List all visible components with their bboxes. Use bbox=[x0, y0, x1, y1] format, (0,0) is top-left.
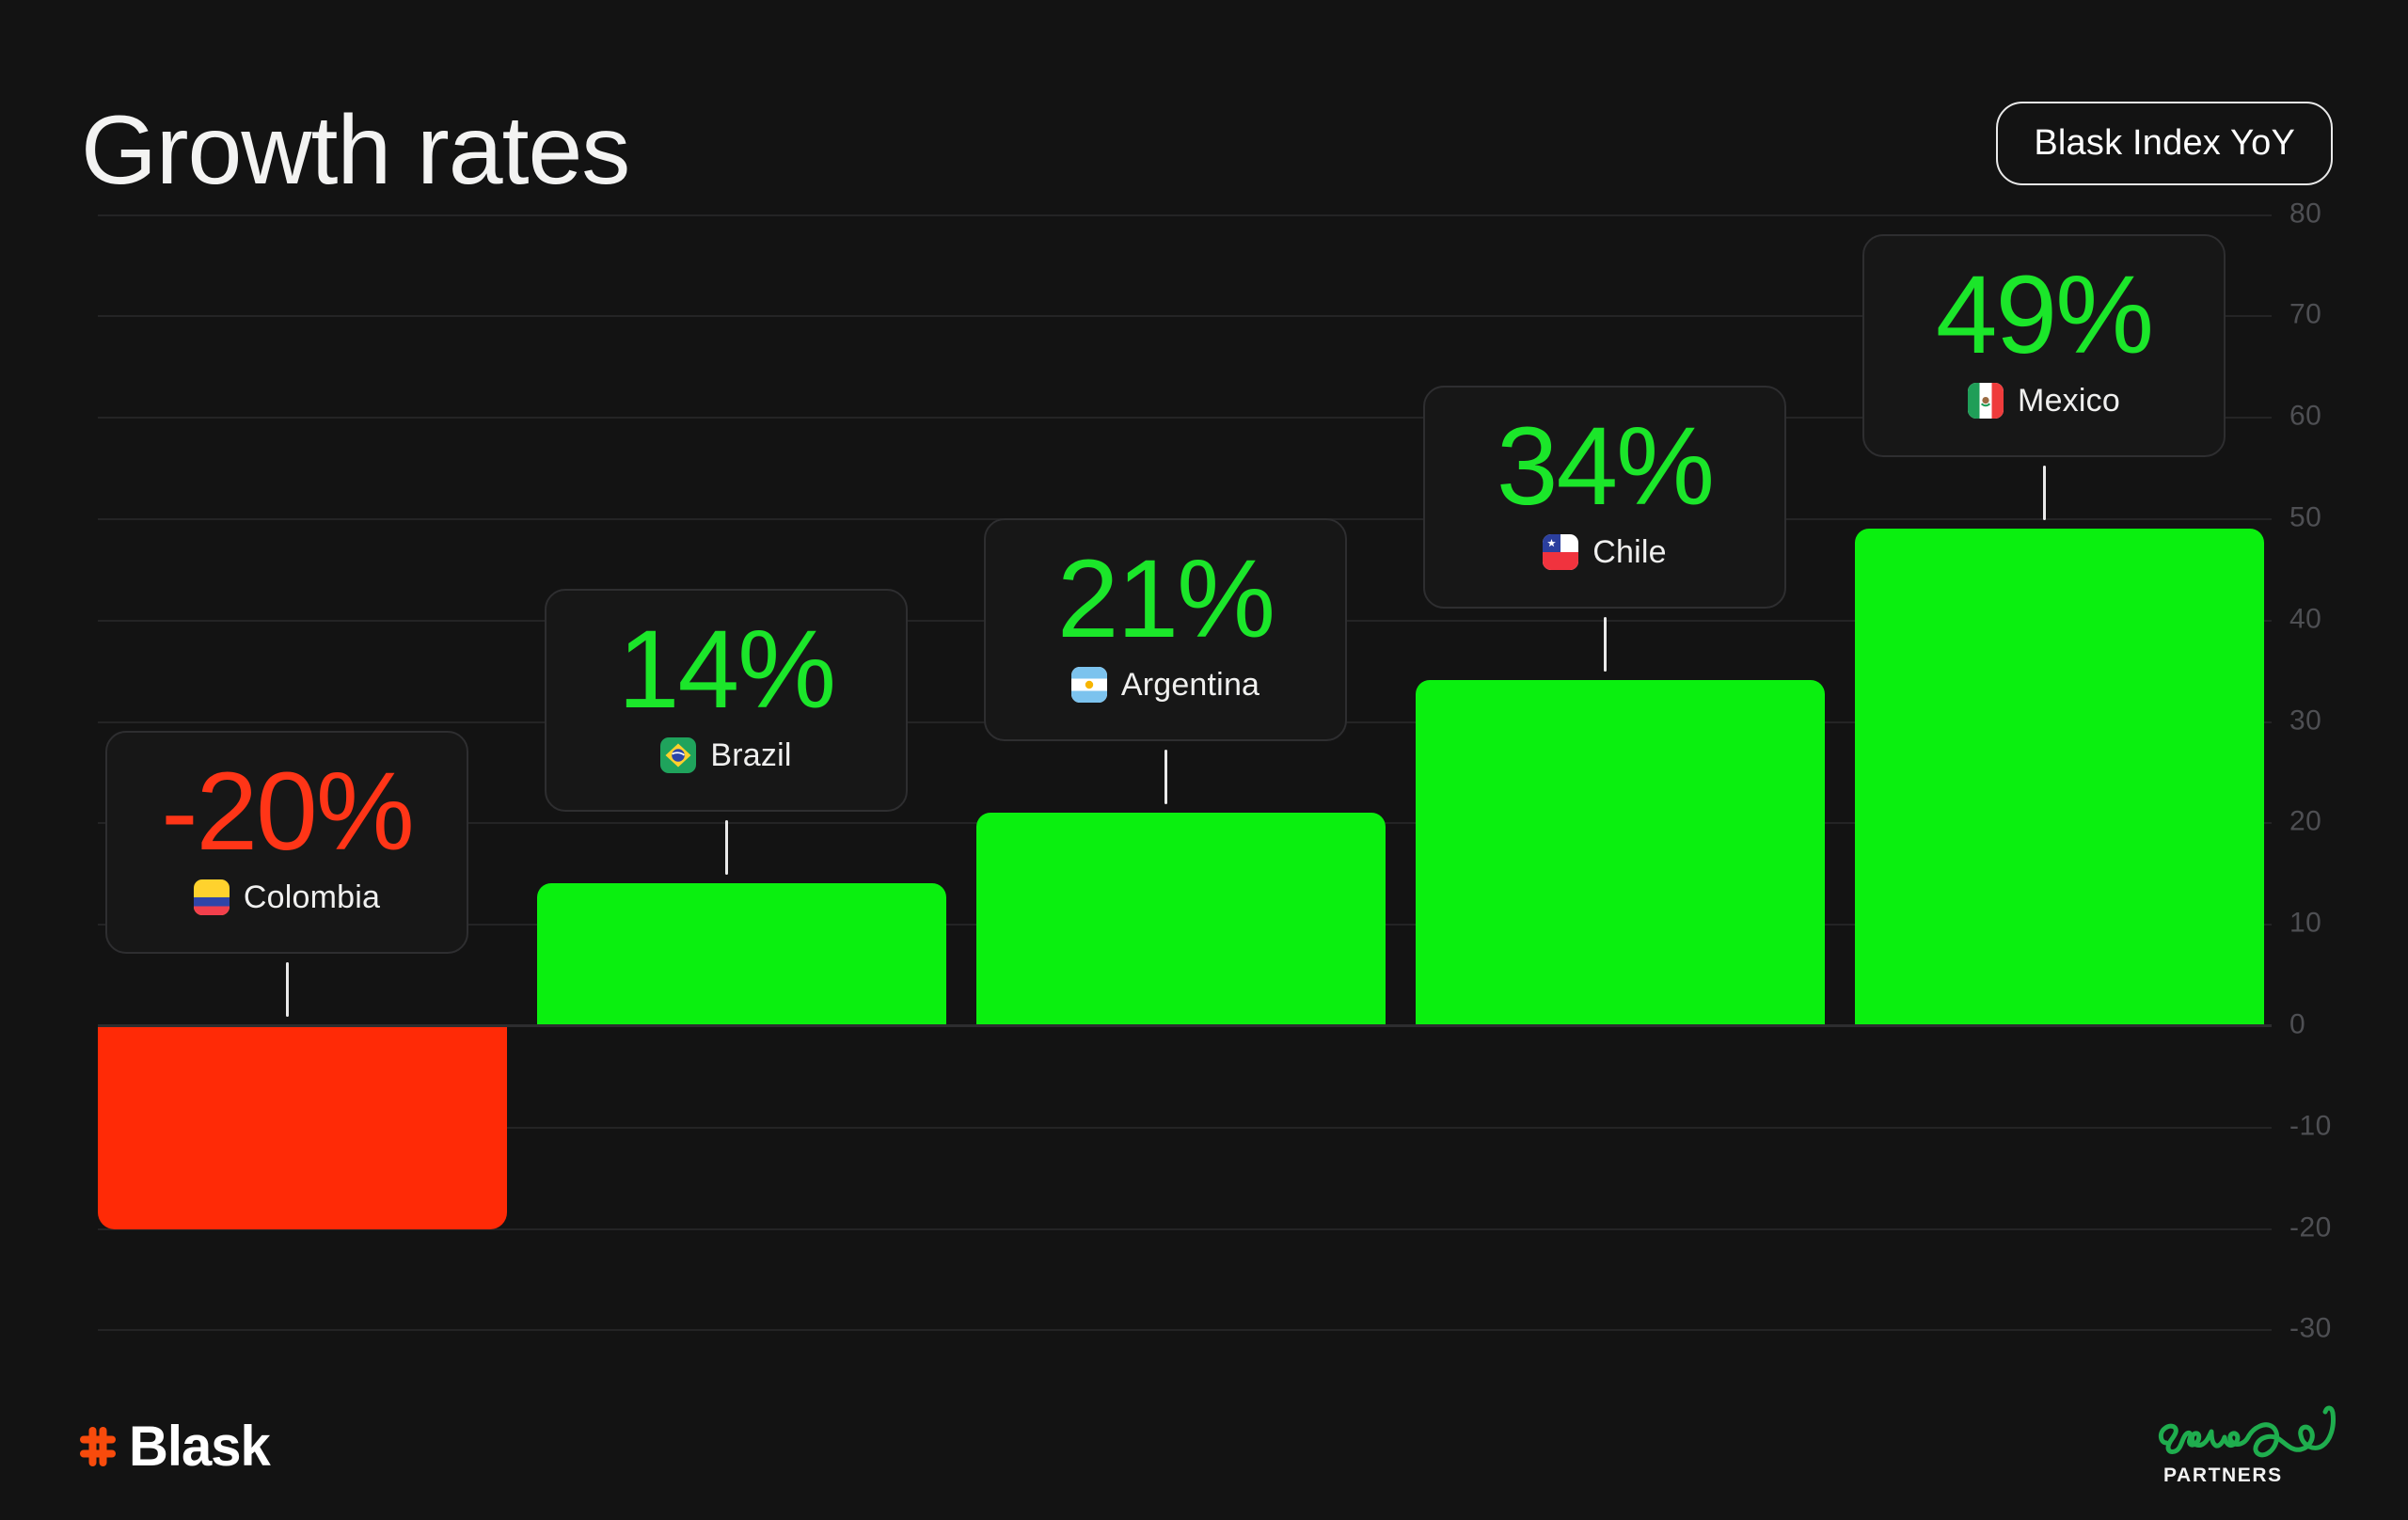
tooltip-card-argentina: 21% Argentina bbox=[984, 518, 1347, 741]
blask-hash-icon bbox=[80, 1427, 116, 1466]
flag-mx-icon bbox=[1968, 383, 2004, 420]
bar-argentina[interactable] bbox=[976, 813, 1386, 1024]
flag-co-icon bbox=[193, 879, 230, 916]
zero-gridline bbox=[98, 1024, 2272, 1027]
value-label-brazil: 14% bbox=[617, 608, 836, 733]
blask-logo: Blask bbox=[79, 1414, 271, 1479]
tooltip-card-brazil: 14% Brazil bbox=[545, 589, 908, 812]
gridline-60 bbox=[98, 417, 2272, 420]
connector-chile bbox=[1603, 617, 1607, 672]
country-name-argentina: Argentina bbox=[1120, 666, 1260, 703]
y-axis-label--20: -20 bbox=[2289, 1211, 2332, 1243]
page-title: Growth rates bbox=[81, 96, 630, 205]
country-name-mexico: Mexico bbox=[2018, 382, 2120, 419]
value-label-chile: 34% bbox=[1496, 404, 1715, 530]
y-axis-label-0: 0 bbox=[2289, 1008, 2306, 1040]
y-axis-label--10: -10 bbox=[2289, 1110, 2332, 1142]
badge-label: Blask Index YoY bbox=[2034, 123, 2295, 163]
flag-cl-icon bbox=[1543, 534, 1579, 571]
tooltip-card-mexico: 49% Mexico bbox=[1862, 234, 2226, 457]
y-axis-label-30: 30 bbox=[2289, 704, 2322, 736]
connector-colombia bbox=[285, 962, 289, 1017]
flag-br-icon bbox=[660, 737, 697, 774]
gridline-80 bbox=[98, 214, 2272, 216]
gridline--20 bbox=[98, 1227, 2272, 1230]
bar-colombia[interactable] bbox=[98, 1027, 507, 1229]
y-axis-label-40: 40 bbox=[2289, 603, 2322, 635]
y-axis-label-20: 20 bbox=[2289, 805, 2322, 837]
gridline--10 bbox=[98, 1126, 2272, 1129]
bar-brazil[interactable] bbox=[537, 883, 946, 1024]
y-axis-label-50: 50 bbox=[2289, 501, 2322, 533]
connector-brazil bbox=[724, 820, 728, 875]
partners-caption: PARTNERS bbox=[2163, 1465, 2283, 1486]
y-axis-label-10: 10 bbox=[2289, 907, 2322, 939]
bar-mexico[interactable] bbox=[1855, 529, 2264, 1024]
value-label-mexico: 49% bbox=[1935, 253, 2154, 378]
blask-index-yoy-badge[interactable]: Blask Index YoY bbox=[1996, 102, 2333, 185]
tooltip-card-colombia: -20% Colombia bbox=[105, 731, 468, 954]
country-row-mexico: Mexico bbox=[1968, 383, 2120, 420]
country-row-colombia: Colombia bbox=[193, 879, 381, 916]
gridline--30 bbox=[98, 1329, 2272, 1332]
tooltip-card-chile: 34% Chile bbox=[1423, 386, 1786, 609]
country-name-colombia: Colombia bbox=[243, 879, 381, 915]
y-axis-label--30: -30 bbox=[2289, 1312, 2332, 1344]
value-label-colombia: -20% bbox=[161, 750, 414, 875]
bar-chile[interactable] bbox=[1416, 680, 1825, 1024]
growe-script-icon bbox=[2158, 1405, 2336, 1458]
country-name-brazil: Brazil bbox=[710, 736, 792, 773]
country-row-brazil: Brazil bbox=[660, 737, 791, 774]
gridline-70 bbox=[98, 315, 2272, 318]
y-axis-label-60: 60 bbox=[2289, 400, 2322, 432]
value-label-argentina: 21% bbox=[1056, 537, 1275, 662]
country-row-argentina: Argentina bbox=[1070, 666, 1260, 704]
flag-ar-icon bbox=[1070, 667, 1107, 704]
connector-mexico bbox=[2042, 466, 2046, 520]
growe-partners-logo: PARTNERS bbox=[2158, 1405, 2346, 1485]
y-axis-label-80: 80 bbox=[2289, 197, 2322, 229]
country-name-chile: Chile bbox=[1592, 533, 1667, 570]
y-axis-label-70: 70 bbox=[2289, 298, 2322, 330]
country-row-chile: Chile bbox=[1543, 533, 1667, 571]
blask-wordmark: Blask bbox=[129, 1414, 271, 1479]
connector-argentina bbox=[1164, 750, 1167, 804]
